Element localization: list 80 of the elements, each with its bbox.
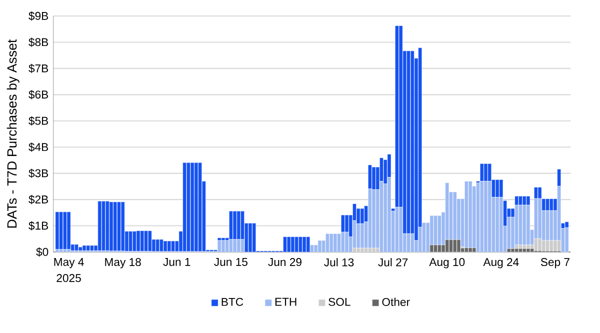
bar [120, 202, 125, 251]
bar [55, 212, 60, 250]
bar [518, 248, 522, 252]
x-tick-label: Sep 7 [540, 258, 570, 268]
bar [105, 200, 110, 251]
bar [182, 162, 187, 252]
bar [160, 239, 164, 252]
bar [217, 240, 222, 252]
bar [194, 162, 198, 252]
bar [298, 236, 302, 252]
bar [290, 236, 295, 252]
y-tick-label: $5B [28, 116, 48, 126]
bar [221, 240, 226, 252]
bar [66, 212, 71, 250]
bar [186, 162, 190, 252]
bar [148, 230, 152, 252]
bar [113, 202, 118, 251]
y-tick-label: $1B [28, 221, 48, 230]
y-tick-label: $3B [28, 168, 48, 178]
bar [326, 233, 330, 252]
x-tick-label: Jun 1 [163, 258, 190, 266]
bar [190, 162, 194, 252]
bar [156, 239, 160, 252]
bar [74, 244, 78, 251]
bar [171, 240, 175, 252]
bar [294, 236, 298, 252]
bar [302, 236, 306, 252]
bar [514, 248, 519, 252]
bar [252, 222, 256, 252]
legend-label: Other [382, 298, 410, 306]
bar [248, 222, 252, 252]
x-tick-label: Jul 27 [378, 258, 408, 266]
bar [333, 233, 338, 252]
bar [128, 230, 132, 252]
bar [167, 240, 172, 252]
bar [337, 233, 341, 252]
bar [140, 230, 144, 252]
y-axis-title: DATs - T7D Purchases by Asset [6, 39, 20, 228]
x-tick-label: Jul 13 [324, 258, 354, 266]
bar [522, 248, 526, 252]
bar [225, 240, 229, 252]
bar [286, 236, 291, 252]
y-tick-label: $4B [28, 142, 48, 152]
legend-label: SOL [328, 298, 350, 306]
y-tick-label: $9B [28, 11, 48, 20]
bar [163, 240, 168, 252]
bar [476, 182, 480, 252]
bar [59, 212, 63, 250]
bar [132, 230, 136, 252]
bar [109, 202, 114, 251]
bar [198, 162, 202, 252]
x-tick-label: May 18 [105, 258, 141, 268]
y-tick-label: $7B [28, 64, 48, 73]
bar [82, 245, 86, 251]
bar [102, 200, 106, 251]
bar [117, 202, 121, 251]
bar [144, 230, 148, 252]
y-tick-label: $0 [36, 247, 48, 256]
x-tick-label: Aug 24 [483, 258, 519, 268]
bar [329, 233, 334, 252]
bar [90, 245, 94, 251]
bar [98, 200, 102, 251]
bar [526, 248, 530, 252]
text: 2025 [56, 274, 81, 282]
x-tick-label: May 4 [54, 258, 84, 268]
x-tick-label: Jun 15 [214, 258, 248, 266]
y-tick-label: $6B [28, 90, 48, 100]
bar [306, 236, 310, 252]
y-tick-label: $2B [28, 194, 48, 204]
bar [78, 246, 82, 251]
bar [318, 240, 322, 252]
x-tick-label: Aug 10 [429, 258, 465, 268]
x-tick-label: Jun 29 [268, 258, 302, 266]
bar [136, 230, 140, 252]
bar [86, 245, 90, 251]
bar [283, 236, 287, 252]
legend-label: ETH [275, 298, 296, 306]
bar [63, 212, 67, 250]
y-tick-label: $8B [28, 37, 48, 47]
legend-label: BTC [222, 298, 244, 306]
